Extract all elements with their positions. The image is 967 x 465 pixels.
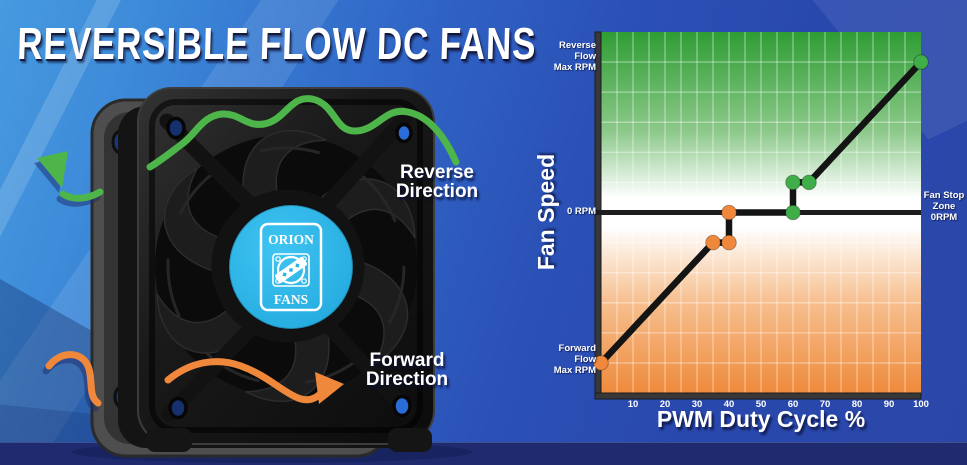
forward-data-point bbox=[721, 234, 737, 251]
x-tick-label: 40 bbox=[724, 399, 735, 410]
x-tick-label: 80 bbox=[852, 399, 863, 410]
reverse-data-point bbox=[913, 54, 929, 70]
y-label-reverse-max: Reverse Flow Max RPM bbox=[553, 40, 596, 73]
x-tick-label: 10 bbox=[628, 399, 639, 410]
fan-foot bbox=[146, 428, 192, 452]
x-axis bbox=[594, 392, 922, 400]
logo-text-fans: FANS bbox=[274, 292, 308, 307]
forward-data-point bbox=[721, 204, 737, 221]
forward-data-point bbox=[593, 355, 609, 371]
reverse-data-point bbox=[785, 174, 801, 191]
x-tick-label: 60 bbox=[788, 399, 799, 410]
arrowhead-icon bbox=[315, 372, 344, 404]
mounting-hole-icon bbox=[395, 122, 413, 144]
x-tick-labels: 10 20 30 40 50 60 70 80 90 100 bbox=[628, 399, 929, 410]
forward-data-point bbox=[705, 234, 721, 251]
pwm-chart: 10 20 30 40 50 60 70 80 90 100 Reverse Flow Max R… bbox=[530, 0, 967, 465]
chart-plot: 10 20 30 40 50 60 70 80 90 100 bbox=[593, 31, 929, 410]
x-tick-label: 30 bbox=[692, 399, 703, 410]
x-tick-label: 70 bbox=[820, 399, 831, 410]
data-point-markers bbox=[593, 54, 929, 371]
fan-stop-zone-label: Fan Stop Zone 0RPM bbox=[923, 190, 965, 223]
mounting-hole-icon bbox=[392, 394, 412, 418]
reverse-data-point bbox=[801, 174, 817, 191]
x-tick-label: 20 bbox=[660, 399, 671, 410]
orion-fans-logo: ORION FANS bbox=[259, 222, 323, 312]
logo-text-orion: ORION bbox=[268, 232, 314, 247]
mounting-hole-icon bbox=[166, 116, 186, 140]
reverse-direction-label: Reverse Direction bbox=[395, 162, 479, 202]
x-tick-label: 100 bbox=[913, 399, 929, 410]
x-axis-title: PWM Duty Cycle % bbox=[656, 406, 866, 432]
forward-direction-label: Forward Direction bbox=[365, 350, 449, 390]
fan-mounting-holes bbox=[166, 116, 413, 420]
reverse-direction-arrow bbox=[34, 95, 460, 207]
fan-hub: ORION FANS bbox=[228, 204, 354, 330]
fan-foot bbox=[388, 428, 432, 452]
x-tick-label: 50 bbox=[756, 399, 767, 410]
y-label-forward-max: Forward Flow Max RPM bbox=[553, 343, 596, 376]
fan-glyph-icon bbox=[272, 253, 310, 287]
y-axis-title: Fan Speed bbox=[533, 153, 559, 271]
x-tick-label: 90 bbox=[884, 399, 895, 410]
mounting-hole-icon bbox=[168, 396, 188, 420]
arrowhead-icon bbox=[37, 151, 68, 188]
reverse-data-point bbox=[785, 204, 801, 221]
forward-direction-arrow bbox=[42, 351, 344, 412]
y-label-zero-rpm: 0 RPM bbox=[566, 206, 596, 217]
